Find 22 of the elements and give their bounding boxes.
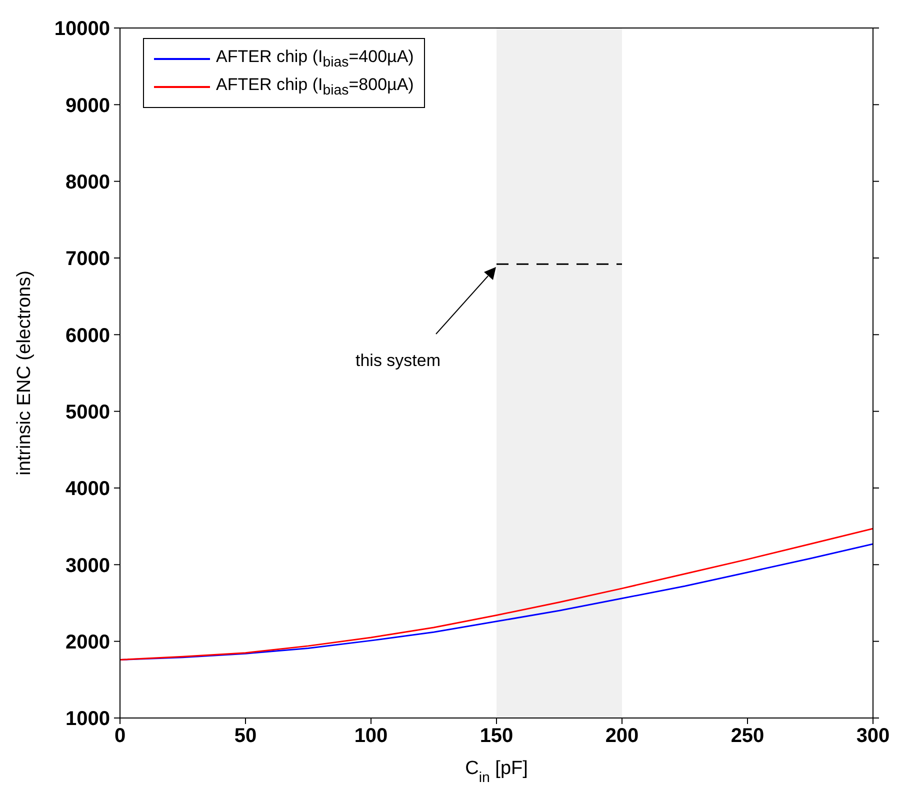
x-tick-label: 300 [856,725,890,748]
x-tick-label: 100 [354,725,388,748]
x-tick-label: 200 [605,725,639,748]
x-tick-label: 0 [114,725,126,748]
x-axis-title: C$_{in}$ [pF] [465,758,528,786]
annotation: this system [355,351,441,370]
y-tick-label: 1000 [66,708,110,730]
x-tick-label: 50 [234,725,257,748]
y-tick-label: 9000 [66,94,110,117]
y-tick-label: 7000 [66,248,110,270]
y-tick-label: 8000 [66,171,110,194]
y-tick-label: 6000 [66,324,110,347]
legend-label: AFTER chip (I$_{bias}$=400µA) [216,47,414,71]
y-axis-title: intrinsic ENC (electrons) [14,270,35,476]
y-tick-label: 2000 [66,631,110,654]
y-tick-label: 4000 [66,478,110,500]
y-tick-label: 5000 [66,401,110,424]
x-tick-label: 150 [480,725,514,748]
y-tick-label: 3000 [66,554,110,577]
legend-label: AFTER chip (I$_{bias}$=800µA) [216,75,414,99]
x-tick-label: 250 [730,725,764,748]
y-tick-label: 10000 [54,18,110,40]
